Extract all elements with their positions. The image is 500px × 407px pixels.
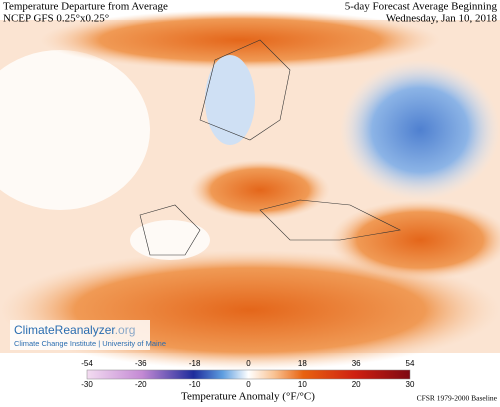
colorbar-tick-label: -30 <box>81 380 93 389</box>
map <box>0 10 500 370</box>
colorbar-tick-label: -36 <box>135 359 147 368</box>
colorbar-tick-label: -18 <box>189 359 201 368</box>
header-date: Wednesday, Jan 10, 2018 <box>386 13 498 25</box>
header-subtitle: NCEP GFS 0.25°x0.25° <box>3 13 109 25</box>
colorbar-tick-label: 0 <box>246 380 251 389</box>
header-title: Temperature Departure from Average <box>3 1 168 13</box>
colorbar-tick-label: 54 <box>406 359 415 368</box>
colorbar-tick-label: 20 <box>352 380 361 389</box>
colorbar-tick-label: 30 <box>406 380 415 389</box>
header-forecast: 5-day Forecast Average Beginning <box>345 1 498 13</box>
colorbar <box>86 369 411 380</box>
colorbar-tick-label: 18 <box>298 359 307 368</box>
colorbar-tick-label: -10 <box>189 380 201 389</box>
colorbar-label: Temperature Anomaly (°F/°C) <box>181 391 315 403</box>
colorbar-tick-label: -54 <box>81 359 93 368</box>
logo: ClimateReanalyzer.org <box>14 323 135 337</box>
baseline-note: CFSR 1979-2000 Baseline <box>417 394 498 403</box>
colorbar-tick-label: 36 <box>352 359 361 368</box>
logo-name: ClimateReanalyzer <box>14 323 115 337</box>
colorbar-tick-label: -20 <box>135 380 147 389</box>
colorbar-tick-label: 10 <box>298 380 307 389</box>
logo-suffix: .org <box>115 323 136 337</box>
colorbar-tick-label: 0 <box>246 359 251 368</box>
logo-subtitle: Climate Change Institute | University of… <box>14 339 166 348</box>
